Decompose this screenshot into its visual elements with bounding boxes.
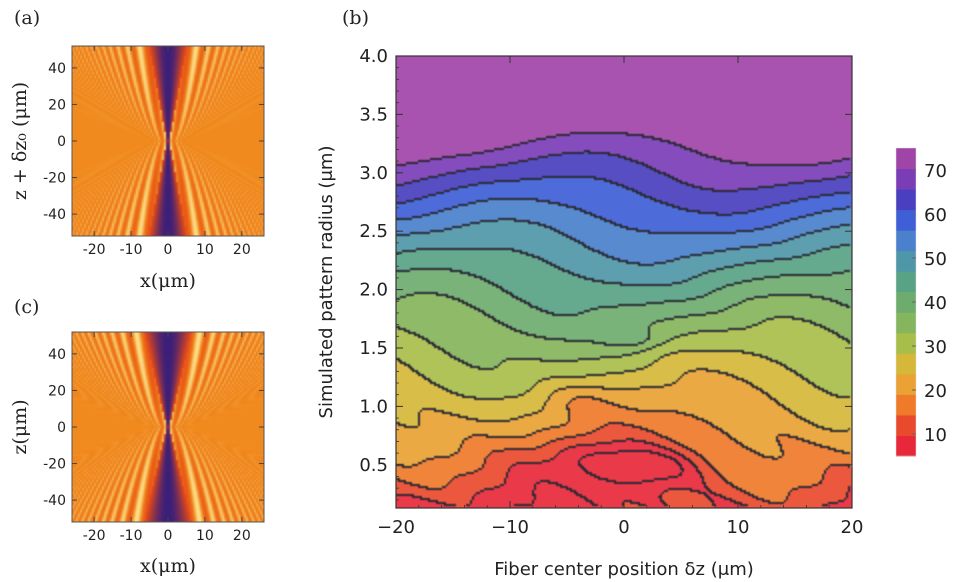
- y-tick-label: 40: [48, 347, 66, 363]
- y-axis-label-b: Simulated pattern radius (μm): [316, 146, 337, 419]
- x-tick-label: -20: [83, 242, 106, 258]
- legend-tick-label: 20: [924, 381, 947, 402]
- chart-b: −20 −10 0 10 20 0.5 1.0 1.5 2.0 2.5 3.0 3.5 4.0 Fibe…: [316, 46, 863, 580]
- y-tick-label: 20: [48, 97, 66, 113]
- x-tick-label: −10: [491, 517, 529, 538]
- y-tick-label: 2.0: [359, 280, 388, 301]
- y-tick-label: -20: [43, 171, 66, 187]
- legend-tick-label: 70: [924, 161, 947, 182]
- y-tick-label: -40: [43, 207, 66, 223]
- y-tick-label: 40: [48, 61, 66, 77]
- beam-intensity-map-c: [72, 332, 264, 522]
- y-tick-label: 0.5: [359, 455, 388, 476]
- y-tick-label: 1.0: [359, 396, 388, 417]
- x-tick-label: -10: [120, 242, 143, 258]
- axes-b: −20 −10 0 10 20 0.5 1.0 1.5 2.0 2.5 3.0 3.5 4.0: [359, 46, 863, 538]
- beam-image: [72, 46, 264, 236]
- x-tick-label: 10: [727, 517, 750, 538]
- legend-swatch: [896, 394, 916, 416]
- x-axis-label-a: x(μm): [140, 270, 196, 292]
- legend-swatch: [896, 312, 916, 334]
- y-tick-label: 2.5: [359, 221, 388, 242]
- legend-tick-label: 50: [924, 249, 947, 270]
- legend-swatch: [896, 332, 916, 354]
- legend-tick-label: 60: [924, 205, 947, 226]
- legend-swatch: [896, 250, 916, 272]
- x-tick-label: 0: [164, 528, 173, 544]
- legend-tick-label: 40: [924, 293, 947, 314]
- axes-a: -20 -10 0 10 20 -40 -20 0 20 40: [43, 46, 264, 258]
- legend-swatch: [896, 353, 916, 375]
- y-tick-label: 0: [57, 420, 66, 436]
- chart-c: -20 -10 0 10 20 -40 -20 0 20 40 x(μm) z(μm): [9, 331, 265, 577]
- beam-intensity-map-a: [72, 46, 264, 236]
- x-tick-label: 0: [164, 242, 173, 258]
- x-tick-label: 20: [233, 242, 251, 258]
- legend-swatch: [896, 148, 916, 170]
- legend-swatch: [896, 209, 916, 231]
- legend-swatch: [896, 373, 916, 395]
- panel-label-a: (a): [14, 7, 40, 29]
- y-tick-label: 4.0: [359, 46, 388, 67]
- x-tick-label: 20: [233, 528, 251, 544]
- beam-image: [72, 332, 264, 522]
- y-tick-label: 3.0: [359, 163, 388, 184]
- y-tick-label: 3.5: [359, 104, 388, 125]
- legend-swatch: [896, 230, 916, 252]
- legend-swatch: [896, 435, 916, 457]
- x-tick-label: 10: [196, 242, 214, 258]
- legend-swatch: [896, 291, 916, 313]
- x-tick-label: 10: [196, 528, 214, 544]
- y-tick-label: -40: [43, 493, 66, 509]
- y-axis-label-a: z + δz₀ (μm): [9, 82, 31, 200]
- legend-tick-label: 10: [924, 425, 947, 446]
- legend-swatch: [896, 168, 916, 190]
- x-tick-label: 0: [618, 517, 629, 538]
- x-tick-label: −20: [377, 517, 415, 538]
- panel-label-c: (c): [14, 296, 39, 318]
- x-axis-label-c: x(μm): [140, 555, 196, 577]
- contour-image: [396, 56, 852, 508]
- x-tick-label: -10: [120, 528, 143, 544]
- legend-swatch: [896, 414, 916, 436]
- y-tick-label: 1.5: [359, 338, 388, 359]
- panel-label-b: (b): [342, 7, 369, 29]
- y-axis-label-c: z(μm): [9, 399, 31, 454]
- contour-fill-b: [396, 56, 852, 508]
- legend-tick-label: 30: [924, 337, 947, 358]
- x-tick-label: 20: [841, 517, 864, 538]
- colorbar-legend: 10 20 30 40 50 60 70: [895, 147, 947, 457]
- x-axis-label-b: Fiber center position δz (μm): [494, 559, 754, 580]
- legend-swatch: [896, 189, 916, 211]
- y-tick-label: -20: [43, 457, 66, 473]
- legend-swatch: [896, 271, 916, 293]
- y-tick-label: 0: [57, 134, 66, 150]
- axes-c: -20 -10 0 10 20 -40 -20 0 20 40: [43, 332, 264, 544]
- x-tick-label: -20: [83, 528, 106, 544]
- chart-a: -20 -10 0 10 20 -40 -20 0 20 40 x(μm) z + δz₀ (μm…: [9, 45, 265, 292]
- y-tick-label: 20: [48, 383, 66, 399]
